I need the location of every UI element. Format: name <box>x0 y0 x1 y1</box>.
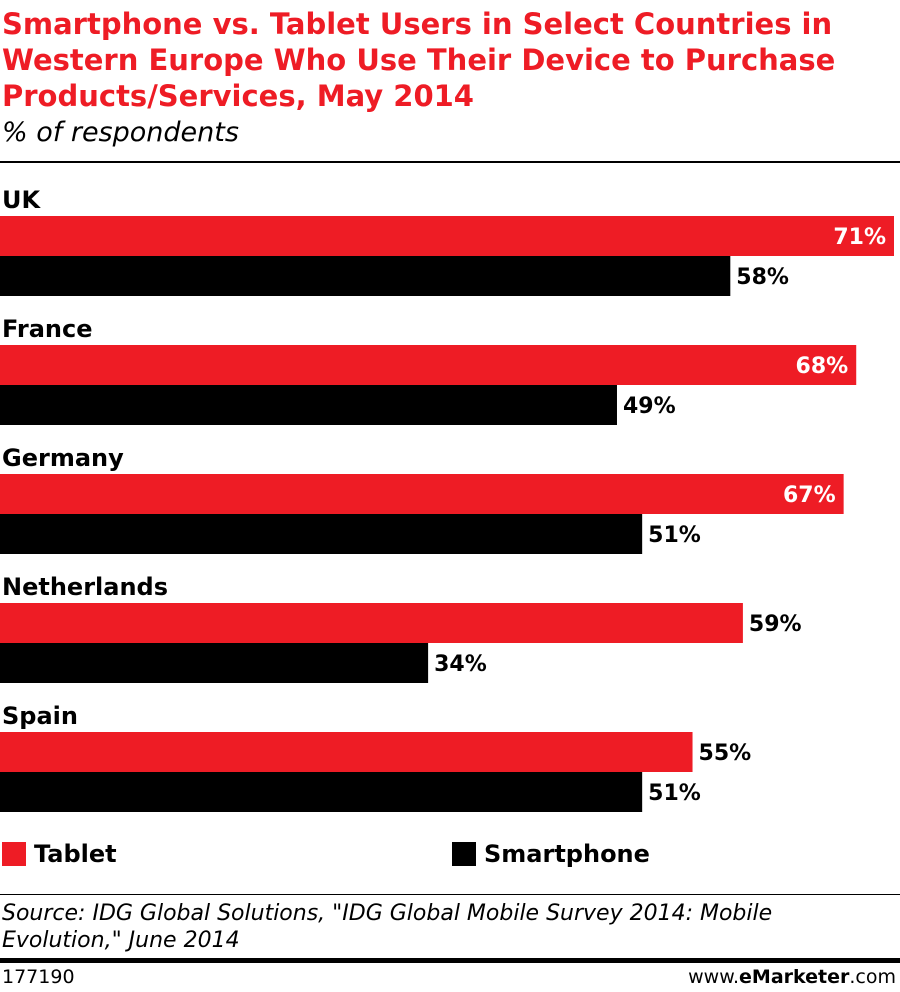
bar-smartphone-germany <box>0 514 643 554</box>
category-label-uk: UK <box>2 186 41 214</box>
brand-link[interactable]: www.eMarketer.com <box>688 966 896 988</box>
bar-smartphone-spain <box>0 772 643 812</box>
bar-smartphone-france <box>0 385 617 425</box>
value-label-smartphone-germany: 51% <box>648 523 701 548</box>
bar-smartphone-netherlands <box>0 643 429 683</box>
bar-tablet-netherlands <box>0 603 743 643</box>
bar-tablet-france <box>0 345 857 385</box>
value-label-tablet-germany: 67% <box>783 483 836 508</box>
footer-divider <box>0 958 900 963</box>
category-label-spain: Spain <box>2 702 78 730</box>
category-label-france: France <box>2 315 92 343</box>
chart-subtitle: % of respondents <box>2 117 239 148</box>
brand-name: eMarketer <box>739 966 850 988</box>
value-label-smartphone-france: 49% <box>623 394 676 419</box>
bar-chart: UK 71% 58% France 68% 49% Germany 67% 51% Netherl… <box>0 186 894 812</box>
chart-title: Smartphone vs. Tablet Users in Select Co… <box>2 7 836 113</box>
chart-id: 177190 <box>2 966 75 988</box>
value-label-tablet-spain: 55% <box>699 741 752 766</box>
value-label-smartphone-uk: 58% <box>736 265 789 290</box>
legend-item-smartphone: Smartphone <box>452 840 650 868</box>
value-label-smartphone-netherlands: 34% <box>434 652 487 677</box>
bar-tablet-uk <box>0 216 894 256</box>
source-divider <box>0 894 900 895</box>
legend-swatch-smartphone <box>452 842 476 866</box>
top-divider <box>0 161 900 163</box>
legend-swatch-tablet <box>2 842 26 866</box>
category-label-germany: Germany <box>2 444 124 472</box>
bar-tablet-spain <box>0 732 693 772</box>
brand-prefix: www. <box>688 966 740 988</box>
legend-item-tablet: Tablet <box>2 840 117 868</box>
value-label-smartphone-spain: 51% <box>648 781 701 806</box>
value-label-tablet-uk: 71% <box>833 225 886 250</box>
value-label-tablet-netherlands: 59% <box>749 612 802 637</box>
value-label-tablet-france: 68% <box>796 354 849 379</box>
legend-label-smartphone: Smartphone <box>484 840 650 868</box>
source-note: Source: IDG Global Solutions, "IDG Globa… <box>2 901 773 953</box>
bar-tablet-germany <box>0 474 844 514</box>
brand-suffix: .com <box>849 966 896 988</box>
category-label-netherlands: Netherlands <box>2 573 168 601</box>
bar-smartphone-uk <box>0 256 731 296</box>
legend-label-tablet: Tablet <box>34 840 117 868</box>
